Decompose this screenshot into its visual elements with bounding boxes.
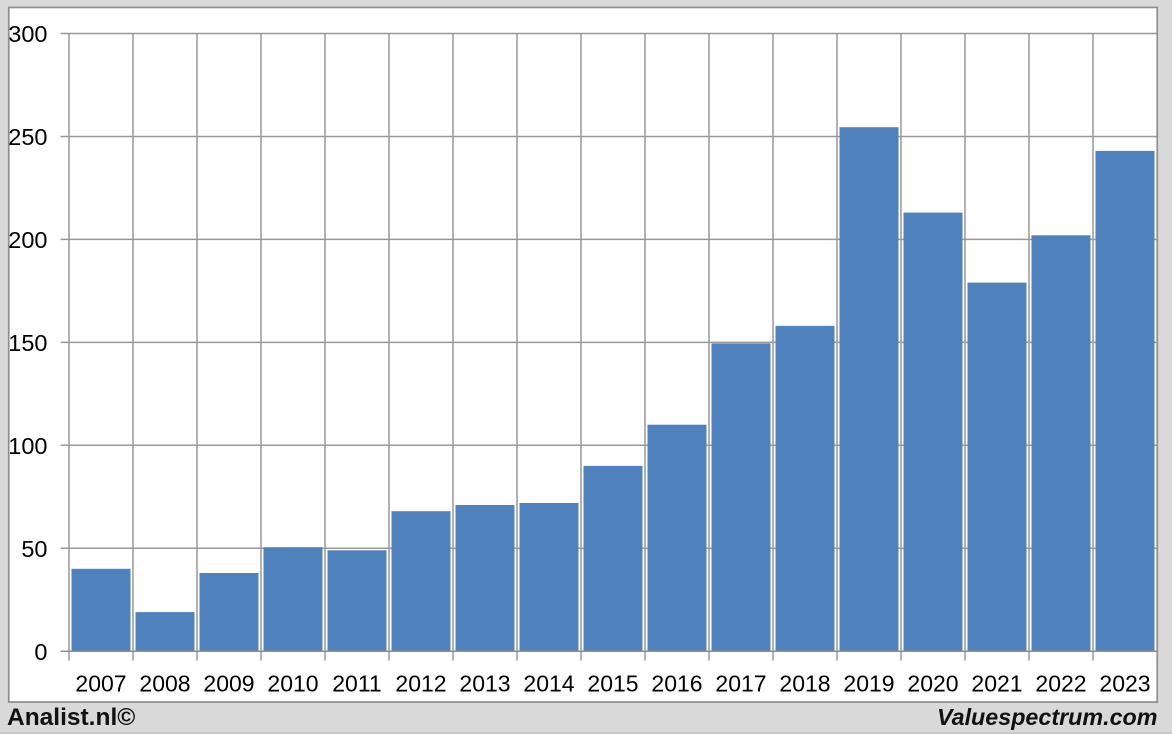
svg-text:0: 0 [34, 639, 47, 665]
svg-text:2013: 2013 [459, 671, 510, 697]
svg-text:2015: 2015 [587, 671, 638, 697]
svg-text:2016: 2016 [651, 671, 702, 697]
svg-text:250: 250 [8, 124, 47, 150]
svg-text:100: 100 [8, 433, 47, 459]
svg-text:2019: 2019 [843, 671, 894, 697]
svg-text:300: 300 [8, 21, 47, 47]
svg-text:2020: 2020 [907, 671, 958, 697]
svg-text:150: 150 [8, 330, 47, 356]
svg-text:Valuespectrum.com: Valuespectrum.com [937, 704, 1158, 730]
svg-text:2009: 2009 [203, 671, 254, 697]
svg-text:2023: 2023 [1099, 671, 1150, 697]
svg-text:2012: 2012 [395, 671, 446, 697]
svg-text:2014: 2014 [523, 671, 574, 697]
svg-text:2017: 2017 [715, 671, 766, 697]
svg-text:2008: 2008 [139, 671, 190, 697]
svg-text:2010: 2010 [267, 671, 318, 697]
svg-text:2011: 2011 [332, 671, 381, 697]
svg-text:50: 50 [21, 536, 47, 562]
svg-text:200: 200 [8, 227, 47, 253]
svg-text:2022: 2022 [1035, 671, 1086, 697]
svg-text:2018: 2018 [779, 671, 830, 697]
svg-text:2021: 2021 [971, 671, 1022, 697]
svg-text:2007: 2007 [75, 671, 126, 697]
svg-text:Analist.nl©: Analist.nl© [7, 704, 135, 731]
